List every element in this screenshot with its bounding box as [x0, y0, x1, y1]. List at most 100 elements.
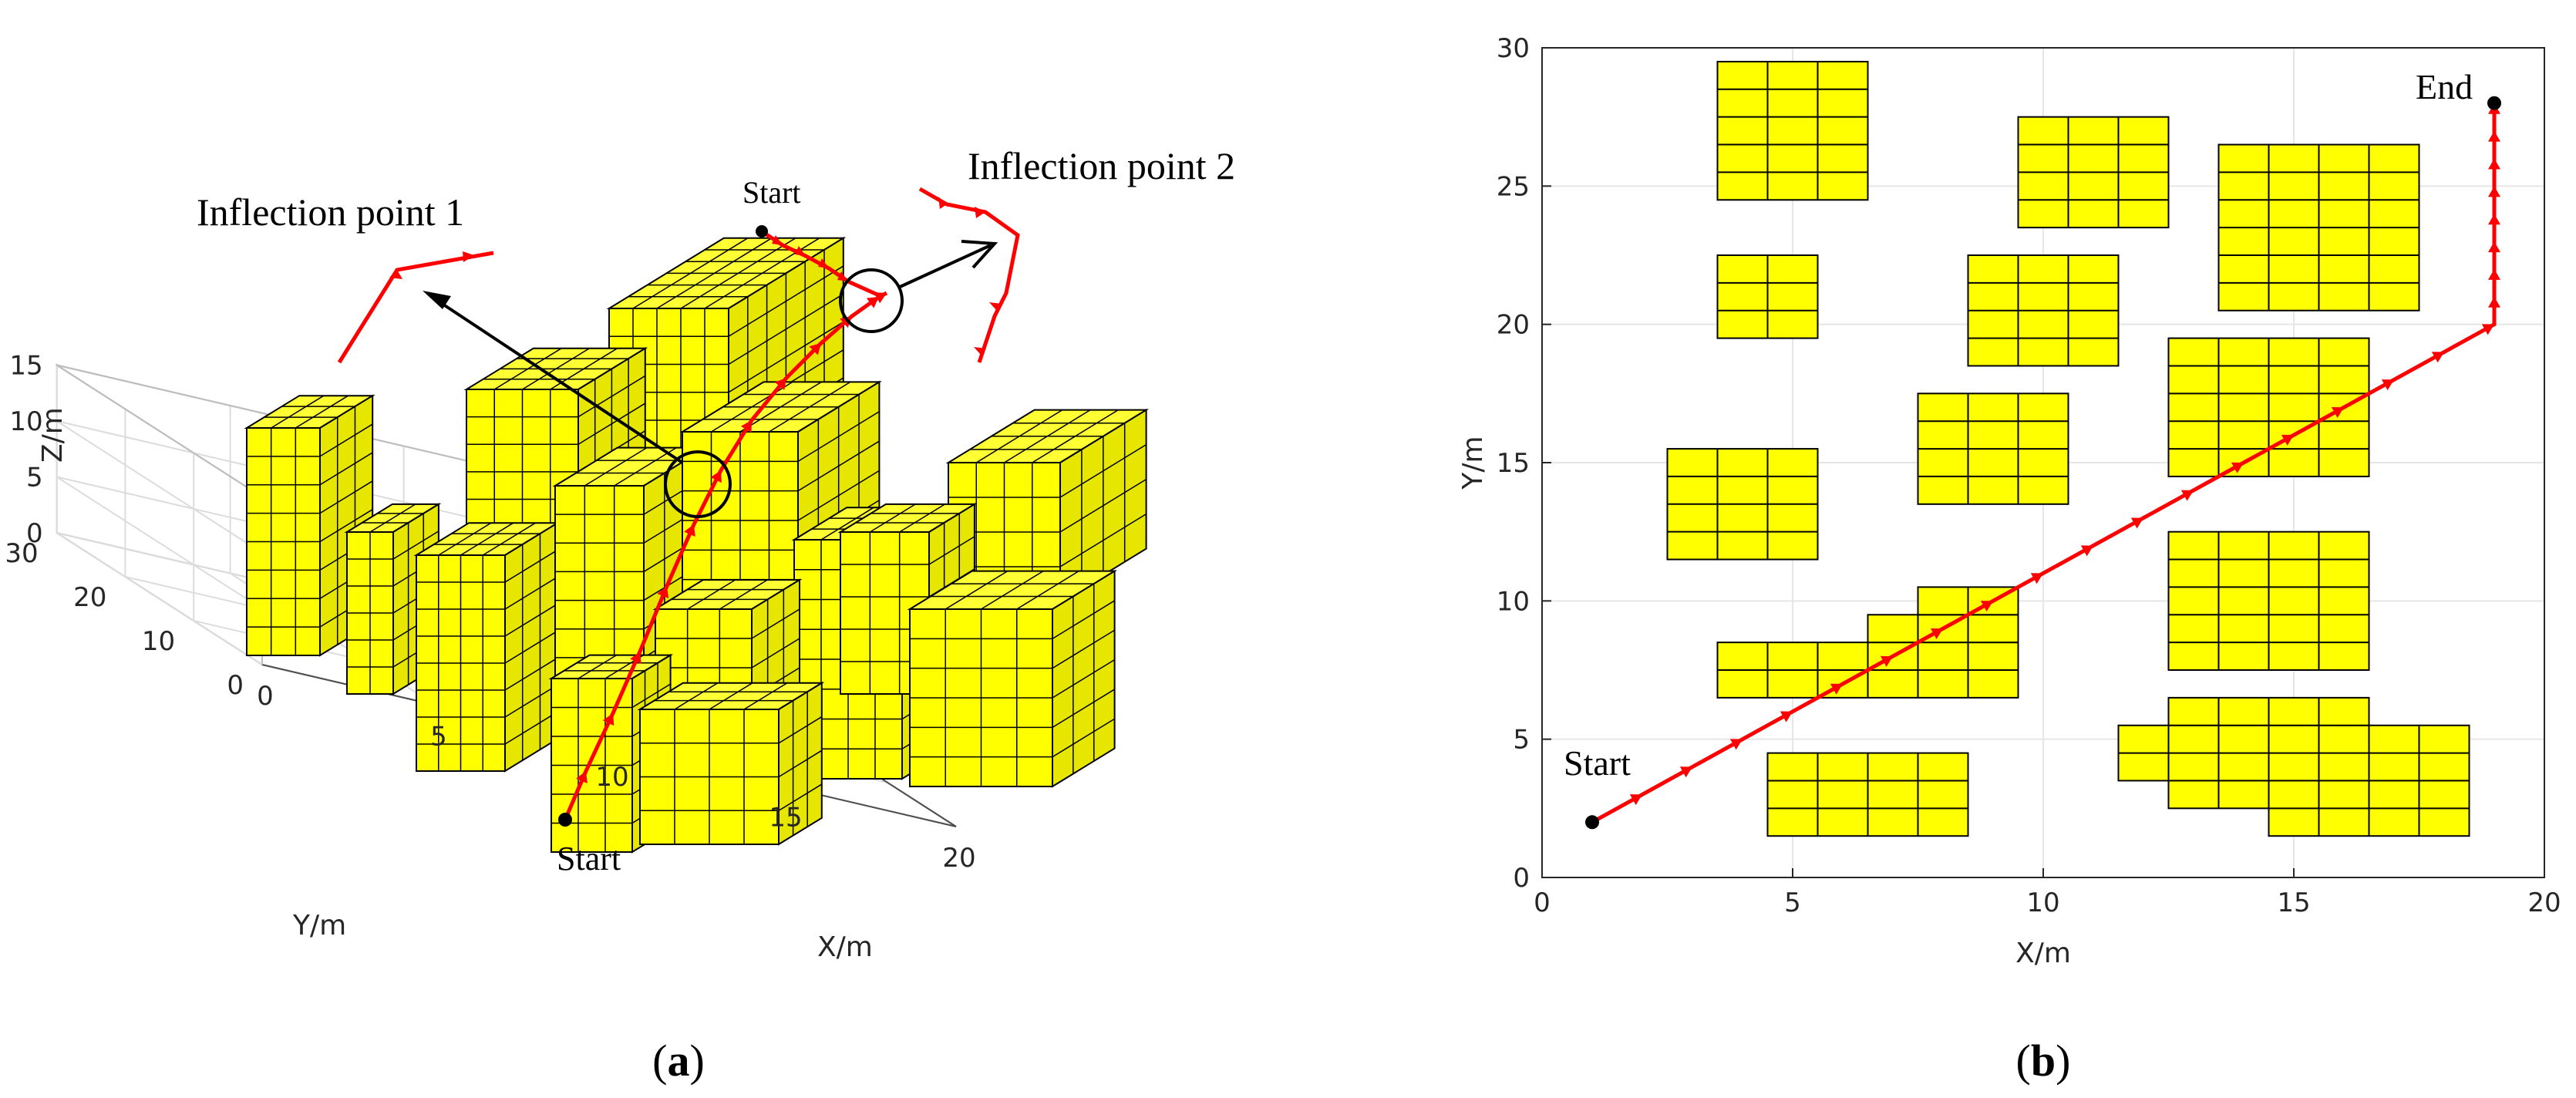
path-marker [630, 652, 641, 665]
annotation-end: End [2416, 67, 2473, 106]
path-marker [576, 771, 588, 784]
path-marker [1629, 794, 1642, 806]
path-marker [809, 343, 821, 355]
x-tick-label: 20 [942, 843, 975, 874]
x-tick-label: 10 [595, 762, 628, 793]
inflection-2-inset-marker [989, 302, 1002, 310]
inflection-2-inset-marker [975, 207, 985, 218]
path-marker [2331, 407, 2344, 419]
obstacle-block [907, 569, 1118, 788]
path-marker [2281, 434, 2294, 446]
panel-b-2d-chart: 0 5 10 15 20 0 5 10 15 20 25 30 X/m Y/m Start End (… [1457, 33, 2561, 1086]
y-tick-label: 20 [1497, 310, 1530, 341]
path-marker [818, 258, 829, 268]
panel-b-path [1585, 96, 2501, 830]
obstacle-block [637, 682, 825, 846]
y-tick-label: 20 [73, 582, 106, 613]
annotation-start-top: Start [742, 175, 801, 210]
panel-b-obstacles [1666, 60, 2470, 837]
annotation-start-bottom: Start [557, 840, 621, 877]
annotation-start: Start [1564, 743, 1631, 783]
panel-a-zlabel: Z/m [37, 407, 69, 463]
obstacle-block [2117, 724, 2470, 782]
path-marker [2431, 352, 2444, 363]
path-marker [2381, 379, 2394, 391]
inflection-2-inset-marker [974, 347, 986, 355]
inflection-1-circle [664, 450, 732, 518]
y-tick-label: 10 [1497, 586, 1530, 617]
y-tick-label: 30 [5, 538, 38, 569]
inflection-1-arrow [430, 295, 684, 464]
path-marker [2488, 214, 2500, 225]
inflection-2-circle [839, 268, 904, 333]
path-marker [1930, 628, 1943, 639]
path-marker [710, 470, 722, 483]
annotation-inflection-point-2: Inflection point 2 [968, 144, 1235, 187]
panel-a-obstacles [244, 237, 1150, 854]
start-point-top [756, 225, 768, 237]
obstacle-block [1766, 752, 1969, 837]
obstacle-block [1917, 586, 2019, 616]
obstacle-block [1967, 254, 2120, 367]
path-marker [1780, 711, 1793, 722]
x-tick-label: 5 [430, 722, 447, 753]
y-tick-label: 30 [1497, 33, 1530, 64]
inflection-1-inset-marker [463, 251, 474, 262]
panel-b-caption: (b) [2016, 1036, 2071, 1086]
z-tick-label: 15 [9, 351, 42, 382]
obstacle-block [2167, 530, 2370, 672]
path-marker [2488, 296, 2500, 308]
y-tick-label: 10 [142, 626, 175, 657]
inflection-1-inset-marker [389, 270, 402, 279]
x-tick-label: 0 [1534, 887, 1551, 918]
z-tick-label: 5 [26, 463, 43, 493]
obstacle-block [1716, 254, 1819, 339]
path-marker [2488, 130, 2500, 142]
panel-a-ylabel: Y/m [292, 910, 346, 941]
y-tick-label: 0 [1513, 863, 1530, 894]
obstacle-block [1666, 448, 1819, 561]
x-tick-label: 20 [2527, 887, 2561, 918]
path-marker [2488, 268, 2500, 280]
x-tick-label: 15 [2277, 887, 2310, 918]
x-tick-label: 5 [1784, 887, 1801, 918]
y-tick-label: 15 [1497, 448, 1530, 479]
z-tick-label: 0 [26, 518, 43, 549]
panel-a-path [558, 225, 888, 827]
path-marker [657, 586, 669, 598]
inflection-2-inset-marker [938, 197, 947, 209]
path-marker [2488, 241, 2500, 253]
obstacle-block [945, 408, 1150, 603]
y-tick-label: 25 [1497, 171, 1530, 202]
panel-a-annotations: Inflection point 1 Inflection point 2 St… [197, 144, 1235, 877]
path-marker [2231, 462, 2244, 473]
obstacle-block [2167, 780, 2270, 810]
path-marker [1830, 683, 1843, 695]
obstacle-block [2167, 696, 2370, 726]
x-tick-label: 15 [769, 803, 802, 834]
z-tick-label: 10 [9, 406, 42, 437]
path-marker [774, 378, 786, 390]
obstacle-block [2268, 780, 2470, 837]
y-tick-label: 0 [227, 670, 244, 701]
path-marker [866, 297, 879, 308]
inflection-2-arrowhead [961, 240, 998, 269]
path-marker [684, 524, 695, 537]
panel-a-xlabel: X/m [817, 931, 873, 963]
x-tick-label: 0 [257, 681, 274, 712]
x-tick-label: 10 [2026, 887, 2059, 918]
path-marker [837, 271, 848, 281]
path-marker [772, 235, 783, 245]
annotation-inflection-point-1: Inflection point 1 [197, 190, 464, 234]
path-marker [1880, 655, 1893, 667]
path-marker [2180, 490, 2194, 501]
start-point [558, 813, 572, 827]
path-marker [2488, 158, 2500, 170]
obstacle-block [2017, 116, 2170, 229]
path-marker [1980, 601, 1993, 612]
path-marker [2080, 545, 2093, 557]
inflection-1-arrowhead [423, 291, 451, 309]
